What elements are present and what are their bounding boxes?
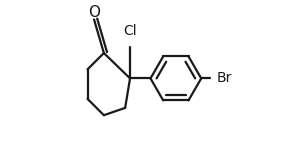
Text: O: O: [88, 5, 100, 20]
Text: Cl: Cl: [123, 24, 137, 38]
Text: Br: Br: [217, 71, 232, 85]
